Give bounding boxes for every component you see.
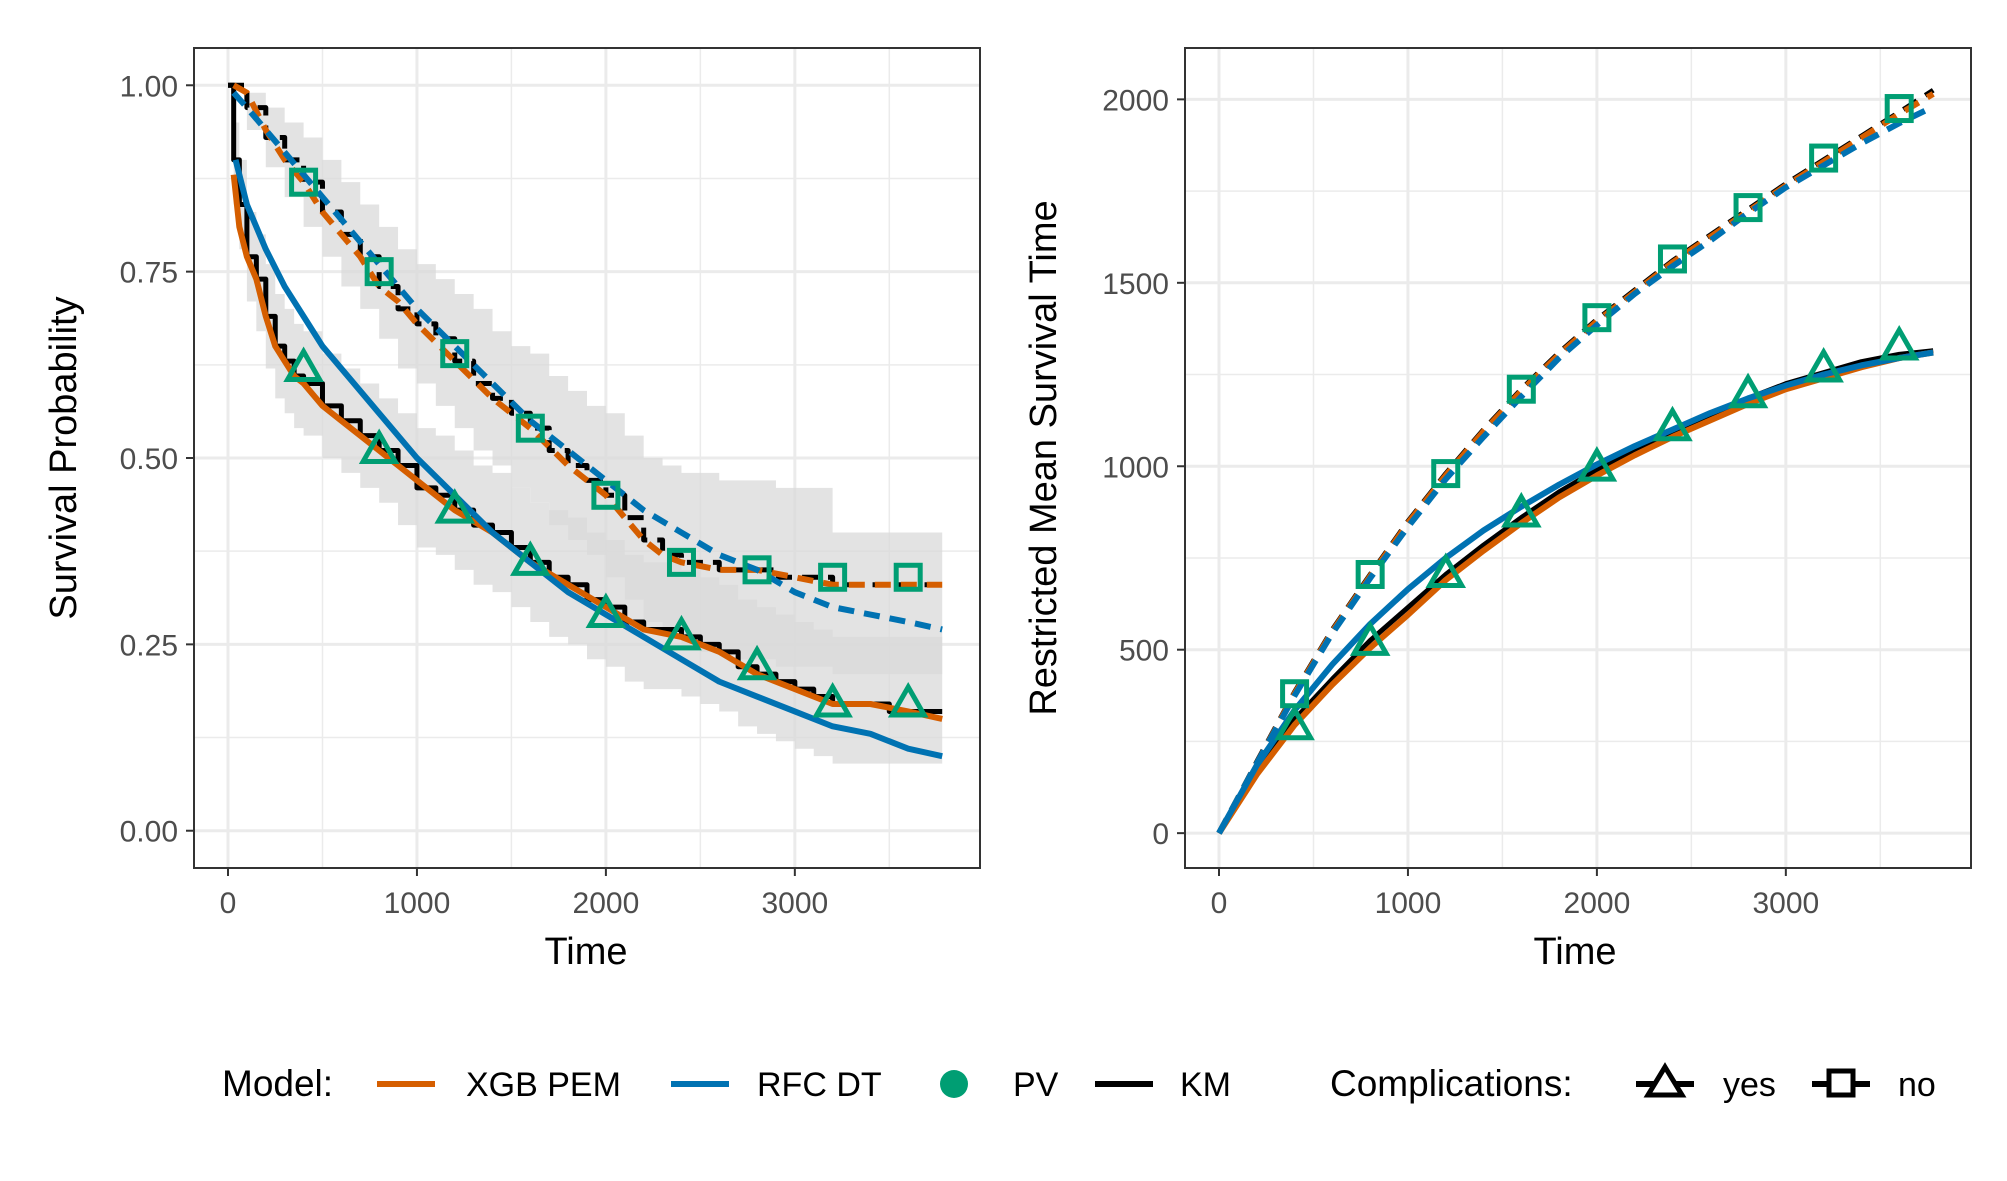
rmst-panel: 0 1000 2000 3000 0 500 1000 1500 2000 Restricted… xyxy=(1023,47,1972,973)
legend-no-label: no xyxy=(1898,1066,1936,1104)
right-y-tick-label: 1500 xyxy=(1102,268,1169,301)
left-plot-area: 0 1000 2000 3000 0.00 0.25 0.50 0.75 1.00 xyxy=(120,47,981,920)
left-pv-marker-no xyxy=(440,339,470,369)
left-pv-marker-no xyxy=(893,562,923,592)
left-pv-marker-yes xyxy=(585,592,627,629)
legend-item-xgb-pem: XGB PEM xyxy=(377,1066,621,1104)
right-pv-marker-no xyxy=(1884,94,1914,124)
legend-xgb-pem-label: XGB PEM xyxy=(466,1066,621,1104)
left-pv-marker-yes xyxy=(812,681,853,718)
right-pv-marker-no xyxy=(1809,143,1839,173)
left-pv-marker-no xyxy=(818,562,848,592)
right-series-layer xyxy=(1216,88,1935,835)
left-pv-marker-no xyxy=(666,547,696,577)
left-pv-marker-no xyxy=(742,555,772,585)
left-series-rfc-dt-yes xyxy=(232,159,943,760)
left-y-tick-label: 1.00 xyxy=(120,70,178,103)
right-pv-marker-no xyxy=(1582,303,1612,333)
legend-model-title: Model: xyxy=(222,1063,333,1104)
right-pv-marker-no xyxy=(1355,559,1385,589)
right-pv-marker-yes xyxy=(1425,552,1467,588)
right-pv-marker-yes xyxy=(1803,346,1844,383)
right-x-axis-title: Time xyxy=(1533,931,1616,973)
right-pv-marker-yes xyxy=(1727,372,1769,409)
left-x-tick-label: 1000 xyxy=(384,887,451,920)
left-pv-marker-yes xyxy=(358,428,400,465)
right-panel-border xyxy=(1184,47,1972,869)
left-pv-marker-no xyxy=(289,167,319,197)
left-pv-marker-no xyxy=(591,480,621,510)
right-y-tick-label: 1000 xyxy=(1102,451,1169,484)
left-pv-marker-yes xyxy=(887,681,929,718)
right-y-tick-label: 2000 xyxy=(1102,84,1169,117)
right-y-tick-label: 0 xyxy=(1152,818,1169,851)
legend-item-rfc-dt: RFC DT xyxy=(671,1066,882,1104)
right-pv-marker-yes xyxy=(1274,704,1315,741)
left-y-tick-label: 0.00 xyxy=(120,816,178,849)
left-y-tick-label: 0.25 xyxy=(120,629,178,662)
legend-item-yes: yes xyxy=(1636,1062,1776,1104)
left-x-tick-label: 0 xyxy=(220,887,237,920)
right-pv-marker-yes xyxy=(1652,405,1693,442)
left-pv-marker-yes xyxy=(736,644,778,681)
right-pv-marker-no xyxy=(1733,193,1763,223)
right-pv-marker-no xyxy=(1506,374,1536,404)
legend-item-no: no xyxy=(1812,1066,1936,1104)
left-ci-band-yes xyxy=(228,85,943,764)
left-pv-marker-yes xyxy=(434,488,476,524)
right-x-tick-label: 0 xyxy=(1211,887,1228,920)
legend-yes-label: yes xyxy=(1723,1066,1776,1104)
legend-pv-label: PV xyxy=(1013,1066,1059,1104)
right-pv-marker-no xyxy=(1431,459,1461,489)
legend-yes-triangle-icon xyxy=(1643,1062,1687,1098)
left-x-tick-label: 2000 xyxy=(573,887,640,920)
left-y-tick-label: 0.75 xyxy=(120,257,178,290)
right-pv-marker-no xyxy=(1280,679,1310,709)
right-y-axis-title: Restricted Mean Survival Time xyxy=(1023,200,1065,715)
right-panel-background xyxy=(1185,48,1971,868)
legend-pv-key xyxy=(940,1070,968,1098)
legend-no-square-icon xyxy=(1826,1068,1856,1098)
left-pv-marker-yes xyxy=(510,540,551,576)
right-x-tick-label: 3000 xyxy=(1752,887,1819,920)
left-series-layer xyxy=(228,82,943,764)
legend-complications-title: Complications: xyxy=(1330,1063,1573,1104)
legend-item-km: KM xyxy=(1095,1066,1231,1104)
left-y-axis-title: Survival Probability xyxy=(43,296,85,619)
right-x-tick-label: 1000 xyxy=(1375,887,1442,920)
left-series-rfc-dt-no xyxy=(231,90,943,633)
right-pv-marker-yes xyxy=(1501,491,1542,528)
right-pv-marker-yes xyxy=(1576,446,1618,482)
left-pv-marker-yes xyxy=(283,346,324,383)
survival-probability-panel: 0 1000 2000 3000 0.00 0.25 0.50 0.75 1.00 Surviv… xyxy=(43,47,981,973)
legend-item-pv: PV xyxy=(940,1066,1059,1104)
right-plot-area: 0 1000 2000 3000 0 500 1000 1500 2000 xyxy=(1102,47,1972,920)
right-pv-marker-yes xyxy=(1349,620,1391,656)
right-series-rfc-dt-yes xyxy=(1216,349,1934,835)
legend-rfc-dt-label: RFC DT xyxy=(757,1066,882,1104)
left-pv-marker-yes xyxy=(661,614,702,651)
left-pv-marker-no xyxy=(364,257,394,287)
left-x-tick-label: 3000 xyxy=(761,887,828,920)
right-x-tick-label: 2000 xyxy=(1564,887,1631,920)
left-x-axis-title: Time xyxy=(544,931,627,973)
left-ci-band-no xyxy=(228,85,943,675)
legend: Model: XGB PEM RFC DT PV KM Complication… xyxy=(222,1062,1936,1104)
legend-km-label: KM xyxy=(1180,1066,1231,1104)
right-pv-marker-no xyxy=(1657,244,1687,274)
left-pv-marker-no xyxy=(515,413,545,443)
left-series-km-no xyxy=(228,82,943,588)
right-pv-marker-yes xyxy=(1878,324,1920,361)
right-y-tick-label: 500 xyxy=(1119,635,1169,668)
left-y-tick-label: 0.50 xyxy=(120,443,178,476)
right-series-rfc-dt-no xyxy=(1216,104,1935,835)
